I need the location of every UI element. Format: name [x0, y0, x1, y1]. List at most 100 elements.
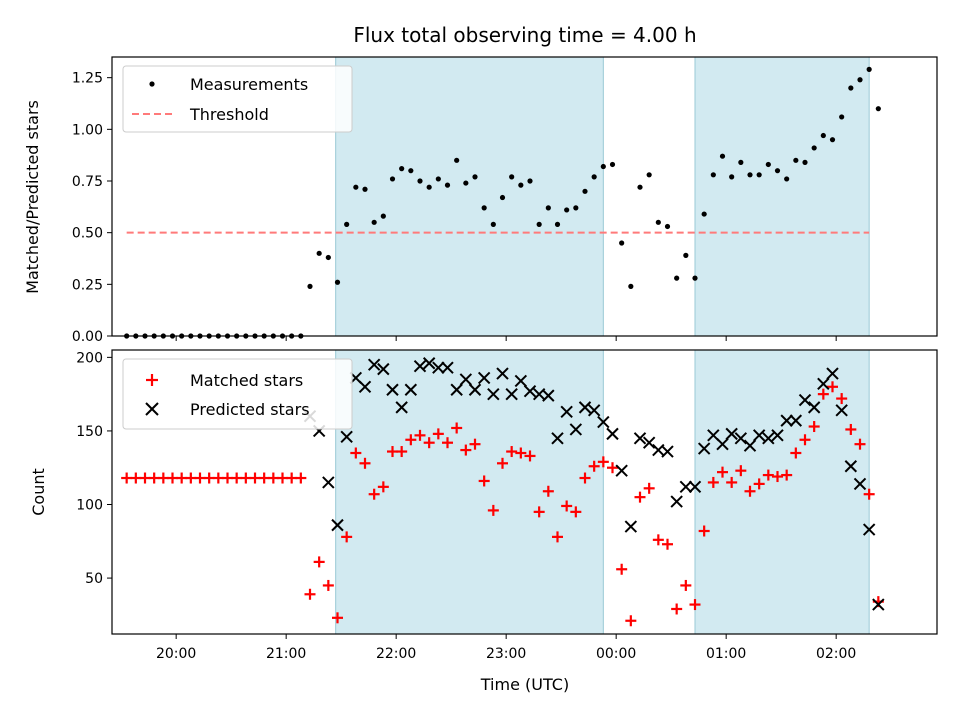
matched-stars-point-16	[258, 472, 270, 484]
measurements-point-35	[435, 176, 441, 182]
matched-stars-point-80	[845, 423, 857, 435]
predicted-stars-point-34	[606, 427, 619, 441]
measurements-point-51	[582, 188, 588, 194]
predicted-stars-point-52	[771, 429, 784, 442]
measurements-point-29	[380, 213, 386, 219]
predicted-stars-point-18	[459, 373, 473, 386]
predicted-stars-point-51	[762, 432, 775, 445]
matched-stars-point-32	[405, 434, 417, 446]
measurements-point-67	[729, 174, 735, 180]
top-ytick-label: 0.75	[72, 174, 103, 190]
measurements-point-22	[316, 250, 322, 256]
xtick-label: 20:00	[156, 646, 196, 662]
measurements-point-82	[866, 66, 872, 72]
matched-stars-point-81	[854, 438, 866, 450]
matched-stars-point-63	[689, 599, 701, 611]
predicted-stars-point-21	[487, 387, 500, 401]
bottom-y-axis-label: Count	[29, 468, 48, 516]
predicted-stars-point-37	[633, 432, 647, 445]
matched-stars-point-44	[515, 447, 527, 459]
predicted-stars-point-29	[560, 405, 573, 419]
predicted-stars-point-41	[670, 495, 683, 508]
predicted-stars-point-44	[697, 442, 711, 455]
top-legend: Measurements Threshold	[122, 65, 353, 133]
predicted-stars-point-60	[844, 460, 858, 473]
predicted-stars-point-17	[450, 383, 463, 396]
xtick-label: 00:00	[596, 646, 636, 662]
predicted-stars-point-59	[835, 404, 848, 417]
predicted-stars-point-36	[624, 520, 638, 533]
legend-matched-label: Matched stars	[190, 371, 303, 390]
matched-stars-point-40	[478, 475, 490, 487]
matched-stars-point-50	[570, 506, 582, 518]
matched-stars-point-64	[698, 525, 710, 537]
top-ytick-label: 0.25	[72, 277, 103, 293]
predicted-stars-point-15	[432, 361, 445, 374]
legend-measurements-marker	[149, 81, 155, 87]
measurements-point-47	[545, 205, 551, 211]
measurements-point-56	[628, 283, 634, 289]
legend-measurements-label: Measurements	[190, 75, 308, 94]
legend-threshold-label: Threshold	[189, 105, 269, 124]
matched-stars-point-78	[827, 381, 838, 393]
top-y-ticks: 0.00 0.25 0.50 0.75 1.00 1.25	[72, 71, 112, 345]
measurements-point-75	[802, 159, 808, 165]
measurements-point-60	[664, 223, 671, 230]
predicted-stars-point-56	[807, 401, 821, 414]
matched-stars-point-75	[799, 434, 811, 446]
matched-stars-point-41	[487, 504, 499, 516]
matched-stars-point-57	[634, 491, 646, 503]
measurements-point-43	[509, 174, 515, 180]
bottom-shaded-span-2	[694, 349, 870, 635]
predicted-stars-point-30	[569, 423, 583, 436]
matched-stars-point-72	[772, 471, 783, 483]
measurements-point-48	[554, 221, 561, 227]
measurements-point-26	[353, 184, 359, 190]
measurements-point-37	[454, 157, 460, 163]
measurements-point-76	[811, 145, 817, 151]
matched-stars-point-67	[726, 476, 738, 488]
measurements-point-74	[793, 157, 799, 163]
top-legend-box	[122, 65, 353, 133]
matched-stars-point-62	[680, 579, 692, 591]
measurements-point-28	[371, 219, 377, 225]
measurements-point-53	[600, 163, 606, 170]
predicted-stars-point-5	[340, 430, 353, 444]
top-ytick-label: 1.25	[72, 71, 103, 87]
predicted-stars-point-57	[817, 377, 830, 391]
top-y-axis-label: Matched/Predicted stars	[23, 100, 42, 294]
predicted-stars-point-12	[404, 383, 418, 396]
measurements-point-41	[490, 221, 496, 227]
legend-predicted-label: Predicted stars	[190, 400, 310, 419]
measurements-point-59	[655, 219, 661, 225]
predicted-stars-point-22	[496, 367, 509, 380]
bottom-legend-box	[122, 358, 353, 430]
matched-stars-point-79	[836, 393, 848, 405]
predicted-stars-point-3	[322, 476, 335, 489]
predicted-stars-point-55	[798, 393, 812, 407]
bottom-ytick-label: 50	[85, 571, 103, 587]
predicted-stars-point-24	[514, 374, 528, 388]
matched-stars-point-35	[432, 428, 444, 440]
matched-stars-point-69	[744, 485, 756, 497]
measurements-point-66	[719, 153, 726, 159]
matched-stars-point-74	[790, 447, 802, 459]
top-plot-area	[124, 56, 881, 339]
measurements-point-57	[637, 184, 643, 190]
matched-stars-point-37	[451, 422, 463, 434]
x-axis-label: Time (UTC)	[480, 675, 569, 694]
top-panel: 0.00 0.25 0.50 0.75 1.00 1.25 Matched/Predict…	[23, 56, 938, 345]
top-ytick-label: 1.00	[72, 122, 103, 138]
measurements-point-77	[820, 132, 826, 139]
matched-stars-point-20	[295, 472, 307, 484]
measurements-point-21	[307, 283, 313, 289]
matched-stars-point-73	[781, 469, 793, 481]
predicted-stars-point-33	[597, 415, 610, 429]
bottom-legend: Matched stars Predicted stars	[122, 358, 353, 430]
measurements-point-44	[518, 182, 524, 188]
measurements-point-27	[362, 186, 368, 192]
matched-stars-point-23	[322, 579, 334, 591]
matched-stars-point-33	[414, 429, 426, 441]
predicted-stars-point-63	[872, 598, 885, 611]
